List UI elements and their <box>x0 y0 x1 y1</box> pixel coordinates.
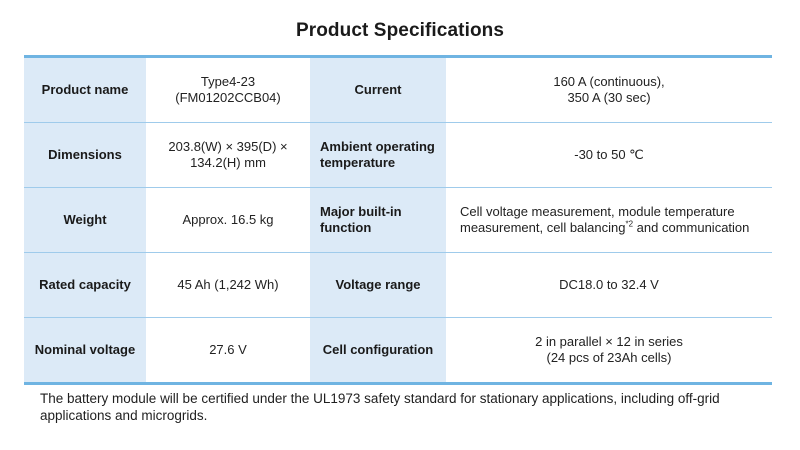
spec-value-voltage-range: DC18.0 to 32.4 V <box>446 252 772 318</box>
table-row: Product name Type4-23 (FM01202CCB04) Cur… <box>24 56 772 123</box>
table-row: Rated capacity 45 Ah (1,242 Wh) Voltage … <box>24 252 772 318</box>
spec-label-product-name: Product name <box>24 56 146 123</box>
table-row: Weight Approx. 16.5 kg Major built-in fu… <box>24 187 772 253</box>
spec-label-rated-capacity: Rated capacity <box>24 252 146 318</box>
table-row: Nominal voltage 27.6 V Cell configuratio… <box>24 317 772 384</box>
spec-label-ambient-temperature: Ambient operating temperature <box>310 122 446 188</box>
spec-value-cell-configuration: 2 in parallel × 12 in series (24 pcs of … <box>446 317 772 384</box>
spec-label-weight: Weight <box>24 187 146 253</box>
certification-note: The battery module will be certified und… <box>40 391 720 423</box>
spec-value-nominal-voltage: 27.6 V <box>146 317 310 384</box>
spec-label-built-in-function: Major built-in function <box>310 187 446 253</box>
table-row: Dimensions 203.8(W) × 395(D) × 134.2(H) … <box>24 122 772 188</box>
footnote-marker: *2 <box>625 219 634 229</box>
spec-value-rated-capacity: 45 Ah (1,242 Wh) <box>146 252 310 318</box>
built-in-function-line-2: measurement, cell balancing*2 and commun… <box>460 219 750 235</box>
spec-table: Product name Type4-23 (FM01202CCB04) Cur… <box>24 55 772 385</box>
spec-label-cell-configuration: Cell configuration <box>310 317 446 384</box>
spec-label-dimensions: Dimensions <box>24 122 146 188</box>
spec-value-weight: Approx. 16.5 kg <box>146 187 310 253</box>
spec-value-current: 160 A (continuous), 350 A (30 sec) <box>446 56 772 123</box>
spec-value-built-in-function: Cell voltage measurement, module tempera… <box>446 187 772 253</box>
spec-label-voltage-range: Voltage range <box>310 252 446 318</box>
spec-label-nominal-voltage: Nominal voltage <box>24 317 146 384</box>
page-title: Product Specifications <box>295 20 505 41</box>
spec-value-dimensions: 203.8(W) × 395(D) × 134.2(H) mm <box>146 122 310 188</box>
spec-label-current: Current <box>310 56 446 123</box>
spec-value-product-name: Type4-23 (FM01202CCB04) <box>146 56 310 123</box>
spec-value-ambient-temperature: -30 to 50 ℃ <box>446 122 772 188</box>
